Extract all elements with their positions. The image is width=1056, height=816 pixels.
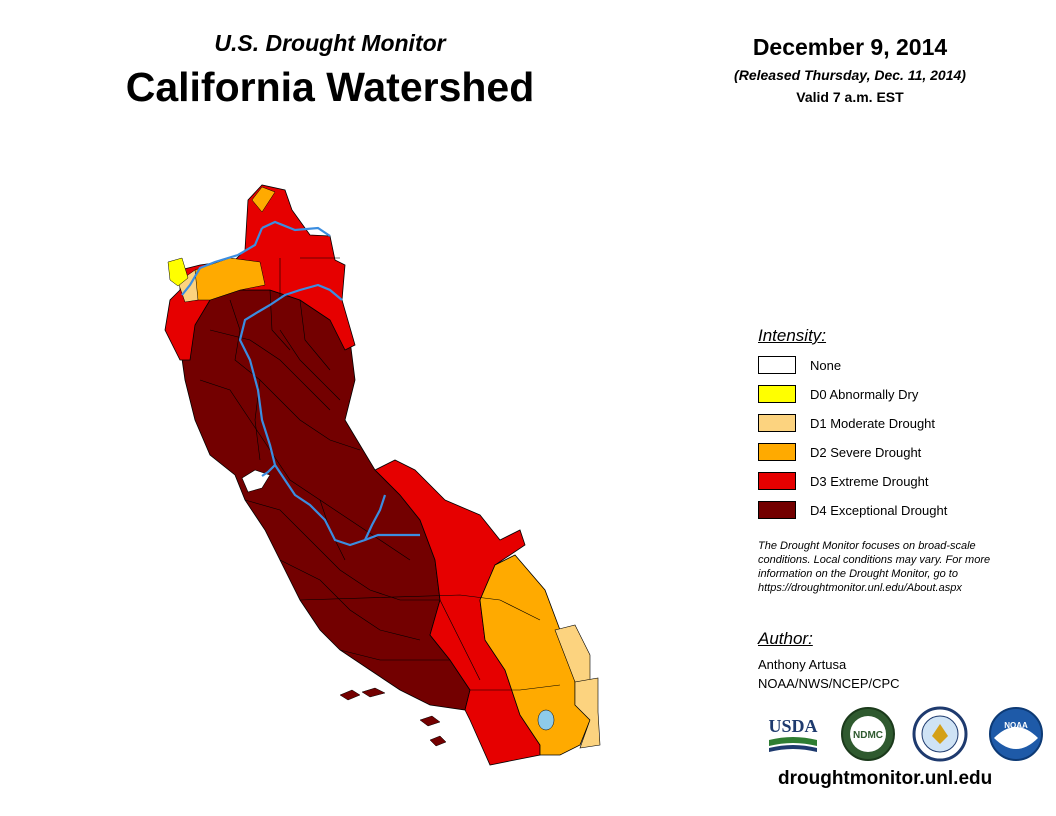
valid-time: Valid 7 a.m. EST <box>796 89 904 105</box>
doc-seal-logo <box>912 706 968 762</box>
d0-north-region <box>167 257 189 287</box>
ndmc-logo-text: NDMC <box>853 730 883 741</box>
legend-item-d3: D3 Extreme Drought <box>758 470 929 492</box>
map-subtitle: U.S. Drought Monitor <box>214 30 446 56</box>
legend-label: D1 Moderate Drought <box>810 415 936 431</box>
noaa-logo-text: NOAA <box>1004 721 1028 730</box>
disclaimer-note: The Drought Monitor focuses on broad-sca… <box>758 539 1048 595</box>
usda-logo-text: USDA <box>768 716 817 736</box>
legend-item-d2: D2 Severe Drought <box>758 441 921 463</box>
legend-title: Intensity: <box>758 326 827 345</box>
legend-item-d1: D1 Moderate Drought <box>758 412 935 434</box>
d2-north-region <box>194 257 266 301</box>
salton-sea <box>537 709 555 731</box>
legend-swatch-d4 <box>758 501 796 519</box>
author-org: NOAA/NWS/NCEP/CPC <box>758 676 900 691</box>
legend-label: D3 Extreme Drought <box>810 473 929 489</box>
map-title: California Watershed <box>125 64 535 110</box>
legend-swatch-d2 <box>758 443 796 461</box>
author-heading: Author: <box>758 629 813 648</box>
note-line: The Drought Monitor focuses on broad-sca… <box>758 540 976 552</box>
map-date: December 9, 2014 <box>752 34 948 60</box>
note-line: conditions. Local conditions may vary. F… <box>758 554 991 566</box>
ndmc-logo: NDMC <box>841 707 895 761</box>
river-network <box>181 220 420 547</box>
website-link[interactable]: droughtmonitor.unl.edu <box>778 768 993 789</box>
legend-item-none: None <box>758 354 841 376</box>
legend-label: D0 Abnormally Dry <box>810 386 919 402</box>
author-name: Anthony Artusa <box>758 657 847 672</box>
usda-logo: USDA <box>768 716 818 752</box>
noaa-logo: NOAA <box>989 707 1043 761</box>
drought-map <box>164 184 601 766</box>
d1-south-region <box>574 677 601 749</box>
note-link[interactable]: https://droughtmonitor.unl.edu/About.asp… <box>758 582 962 594</box>
legend-swatch-d3 <box>758 472 796 490</box>
d1-southeast-region <box>554 624 591 683</box>
note-line: information on the Drought Monitor, go t… <box>758 568 958 580</box>
d2-north-top-region <box>251 186 276 213</box>
legend-label: None <box>810 357 842 373</box>
legend-swatch-d1 <box>758 414 796 432</box>
legend-item-d4: D4 Exceptional Drought <box>758 499 947 521</box>
legend-swatch-d0 <box>758 385 796 403</box>
channel-islands <box>339 687 447 747</box>
legend-item-d0: D0 Abnormally Dry <box>758 383 918 405</box>
release-date: (Released Thursday, Dec. 11, 2014) <box>734 67 966 83</box>
d2-southeast-region <box>479 554 591 756</box>
county-boundaries <box>199 257 561 691</box>
legend-swatch-none <box>758 356 796 374</box>
legend-label: D2 Severe Drought <box>810 444 922 460</box>
legend-label: D4 Exceptional Drought <box>810 502 948 518</box>
